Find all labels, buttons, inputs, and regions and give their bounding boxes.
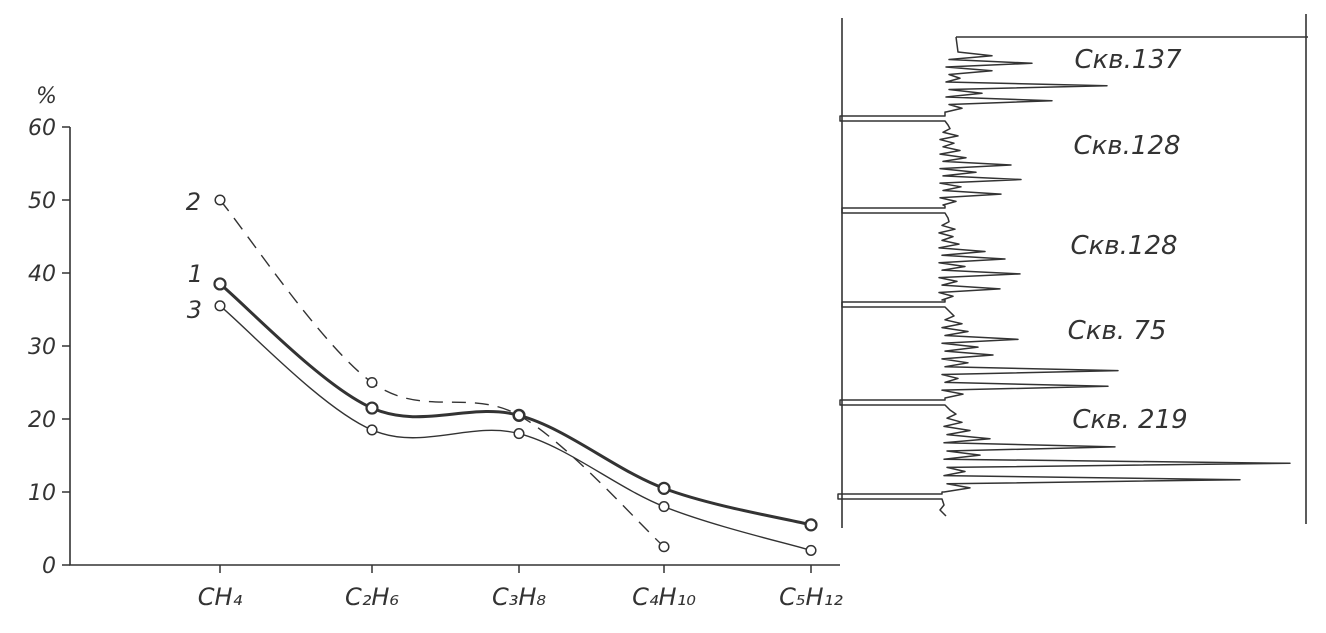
series-label-1: 1 bbox=[188, 260, 203, 288]
series-line-2 bbox=[219, 199, 665, 548]
well-label: Скв. 219 bbox=[1072, 405, 1187, 435]
y-tick-label: 20 bbox=[28, 408, 56, 433]
series-label-3: 3 bbox=[187, 296, 202, 324]
y-tick-label: 60 bbox=[28, 116, 56, 141]
data-point bbox=[365, 401, 379, 415]
series-label-2: 2 bbox=[186, 188, 201, 216]
data-point bbox=[657, 481, 671, 495]
well-log-panel: Скв.137 Скв.128 Скв.128 Скв. 75 Скв. 219 bbox=[837, 14, 1308, 528]
log-trace bbox=[837, 36, 1291, 517]
data-point bbox=[805, 544, 817, 556]
series-line-3 bbox=[219, 305, 812, 552]
data-point bbox=[658, 541, 670, 553]
data-point bbox=[366, 376, 378, 389]
x-tick-label: C₄H₁₀ bbox=[632, 583, 696, 611]
data-point bbox=[804, 518, 818, 532]
x-tick-label: CH₄ bbox=[198, 583, 243, 611]
well-label: Скв.128 bbox=[1070, 231, 1177, 261]
y-tick-label: 50 bbox=[28, 189, 56, 214]
data-point bbox=[214, 300, 226, 312]
x-tick-label: C₅H₁₂ bbox=[779, 583, 843, 611]
y-tick-label: 30 bbox=[28, 335, 56, 360]
well-label: Скв.128 bbox=[1073, 131, 1180, 161]
x-tick-label: C₂H₆ bbox=[345, 583, 399, 611]
series-group: 1 2 3 bbox=[186, 188, 818, 556]
component-percent-chart: % 0 10 20 30 40 50 60 CH₄ C₂H₆ C₃H₈ C₄H₁₀ C₅H₁₂ 1 2… bbox=[28, 84, 843, 611]
data-point bbox=[513, 409, 525, 421]
well-label: Скв. 75 bbox=[1068, 316, 1167, 346]
y-axis-label: % bbox=[36, 84, 57, 109]
series-line-1 bbox=[219, 282, 812, 527]
y-ticks: 0 10 20 30 40 50 60 bbox=[28, 116, 70, 579]
x-ticks: CH₄ C₂H₆ C₃H₈ C₄H₁₀ C₅H₁₂ bbox=[198, 565, 843, 611]
log-labels: Скв.137 Скв.128 Скв.128 Скв. 75 Скв. 219 bbox=[1068, 45, 1188, 435]
data-point bbox=[366, 424, 378, 436]
data-point bbox=[513, 428, 525, 440]
x-tick-label: C₃H₈ bbox=[492, 583, 546, 611]
y-tick-label: 10 bbox=[28, 481, 56, 506]
data-point bbox=[213, 277, 227, 291]
y-tick-label: 0 bbox=[42, 554, 56, 579]
data-point bbox=[214, 194, 226, 206]
data-point bbox=[658, 501, 670, 513]
well-label: Скв.137 bbox=[1074, 45, 1182, 75]
y-tick-label: 40 bbox=[28, 262, 56, 287]
